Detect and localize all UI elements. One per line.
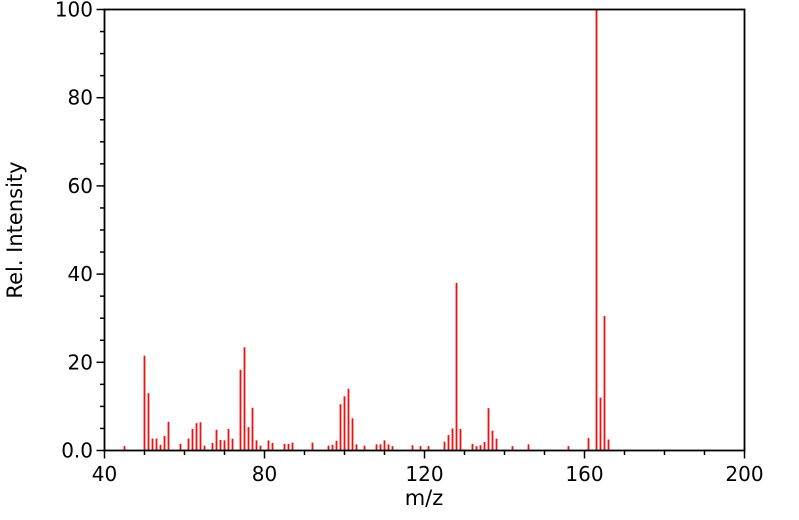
axis-tick-labels-group: 40 80 120 160 200 0.0 20 40 60 80 100 [55,0,764,486]
y-tick-label: 80 [68,86,93,110]
y-tick-label: 20 [68,350,93,374]
y-tick-label: 100 [55,0,93,22]
y-tick-label: 60 [68,174,93,198]
y-tick-label: 0.0 [61,439,93,463]
y-tick-label: 40 [68,262,93,286]
axis-ticks-group [96,8,746,459]
x-axis-title: m/z [405,486,444,510]
y-axis-title: Rel. Intensity [3,161,27,298]
axes-frame [103,8,746,452]
spectrum-peaks-group [123,9,610,451]
x-tick-label: 40 [92,462,117,486]
x-tick-label: 160 [565,462,603,486]
x-tick-label: 200 [725,462,763,486]
x-tick-label: 80 [252,462,277,486]
x-tick-label: 120 [405,462,443,486]
axes-frame-group [103,8,746,452]
